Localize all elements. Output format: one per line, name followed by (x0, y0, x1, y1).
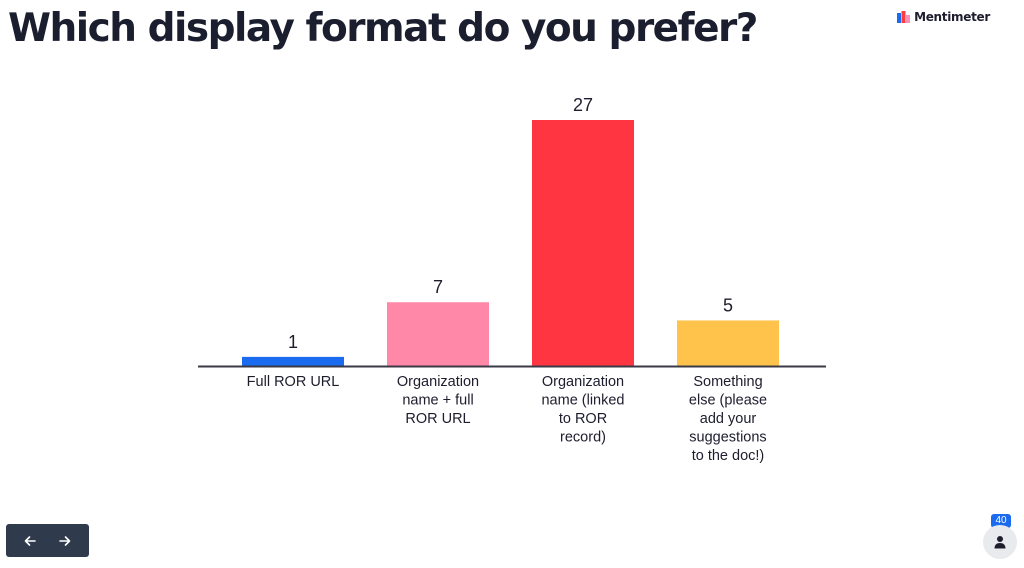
bar-2 (387, 302, 489, 366)
category-label: Organization name + full ROR URL (397, 374, 479, 427)
bar-value-label: 27 (573, 95, 593, 115)
arrow-right-icon (59, 535, 71, 546)
category-label: Organization name (linked to ROR record) (541, 374, 624, 446)
bar-3 (532, 120, 634, 366)
category-label: Something else (please add your suggestions… (689, 374, 767, 464)
question-title: Which display format do you prefer? (8, 6, 758, 51)
brand: Mentimeter (897, 10, 990, 24)
participant-count-badge: 40 (991, 514, 1011, 528)
previous-slide-button[interactable] (17, 528, 43, 554)
brand-name: Mentimeter (914, 10, 990, 24)
bar-1 (242, 356, 344, 366)
bar-value-label: 1 (288, 332, 298, 352)
person-icon (994, 536, 1006, 549)
bar-value-label: 5 (723, 295, 733, 315)
slide-navigation (6, 524, 89, 557)
category-label: Full ROR URL (247, 374, 340, 390)
arrow-left-icon (24, 535, 36, 546)
bar-4 (677, 320, 779, 366)
participants-button[interactable] (983, 525, 1017, 559)
bar-value-label: 7 (433, 277, 443, 297)
next-slide-button[interactable] (52, 528, 78, 554)
mentimeter-logo-icon (897, 11, 911, 23)
